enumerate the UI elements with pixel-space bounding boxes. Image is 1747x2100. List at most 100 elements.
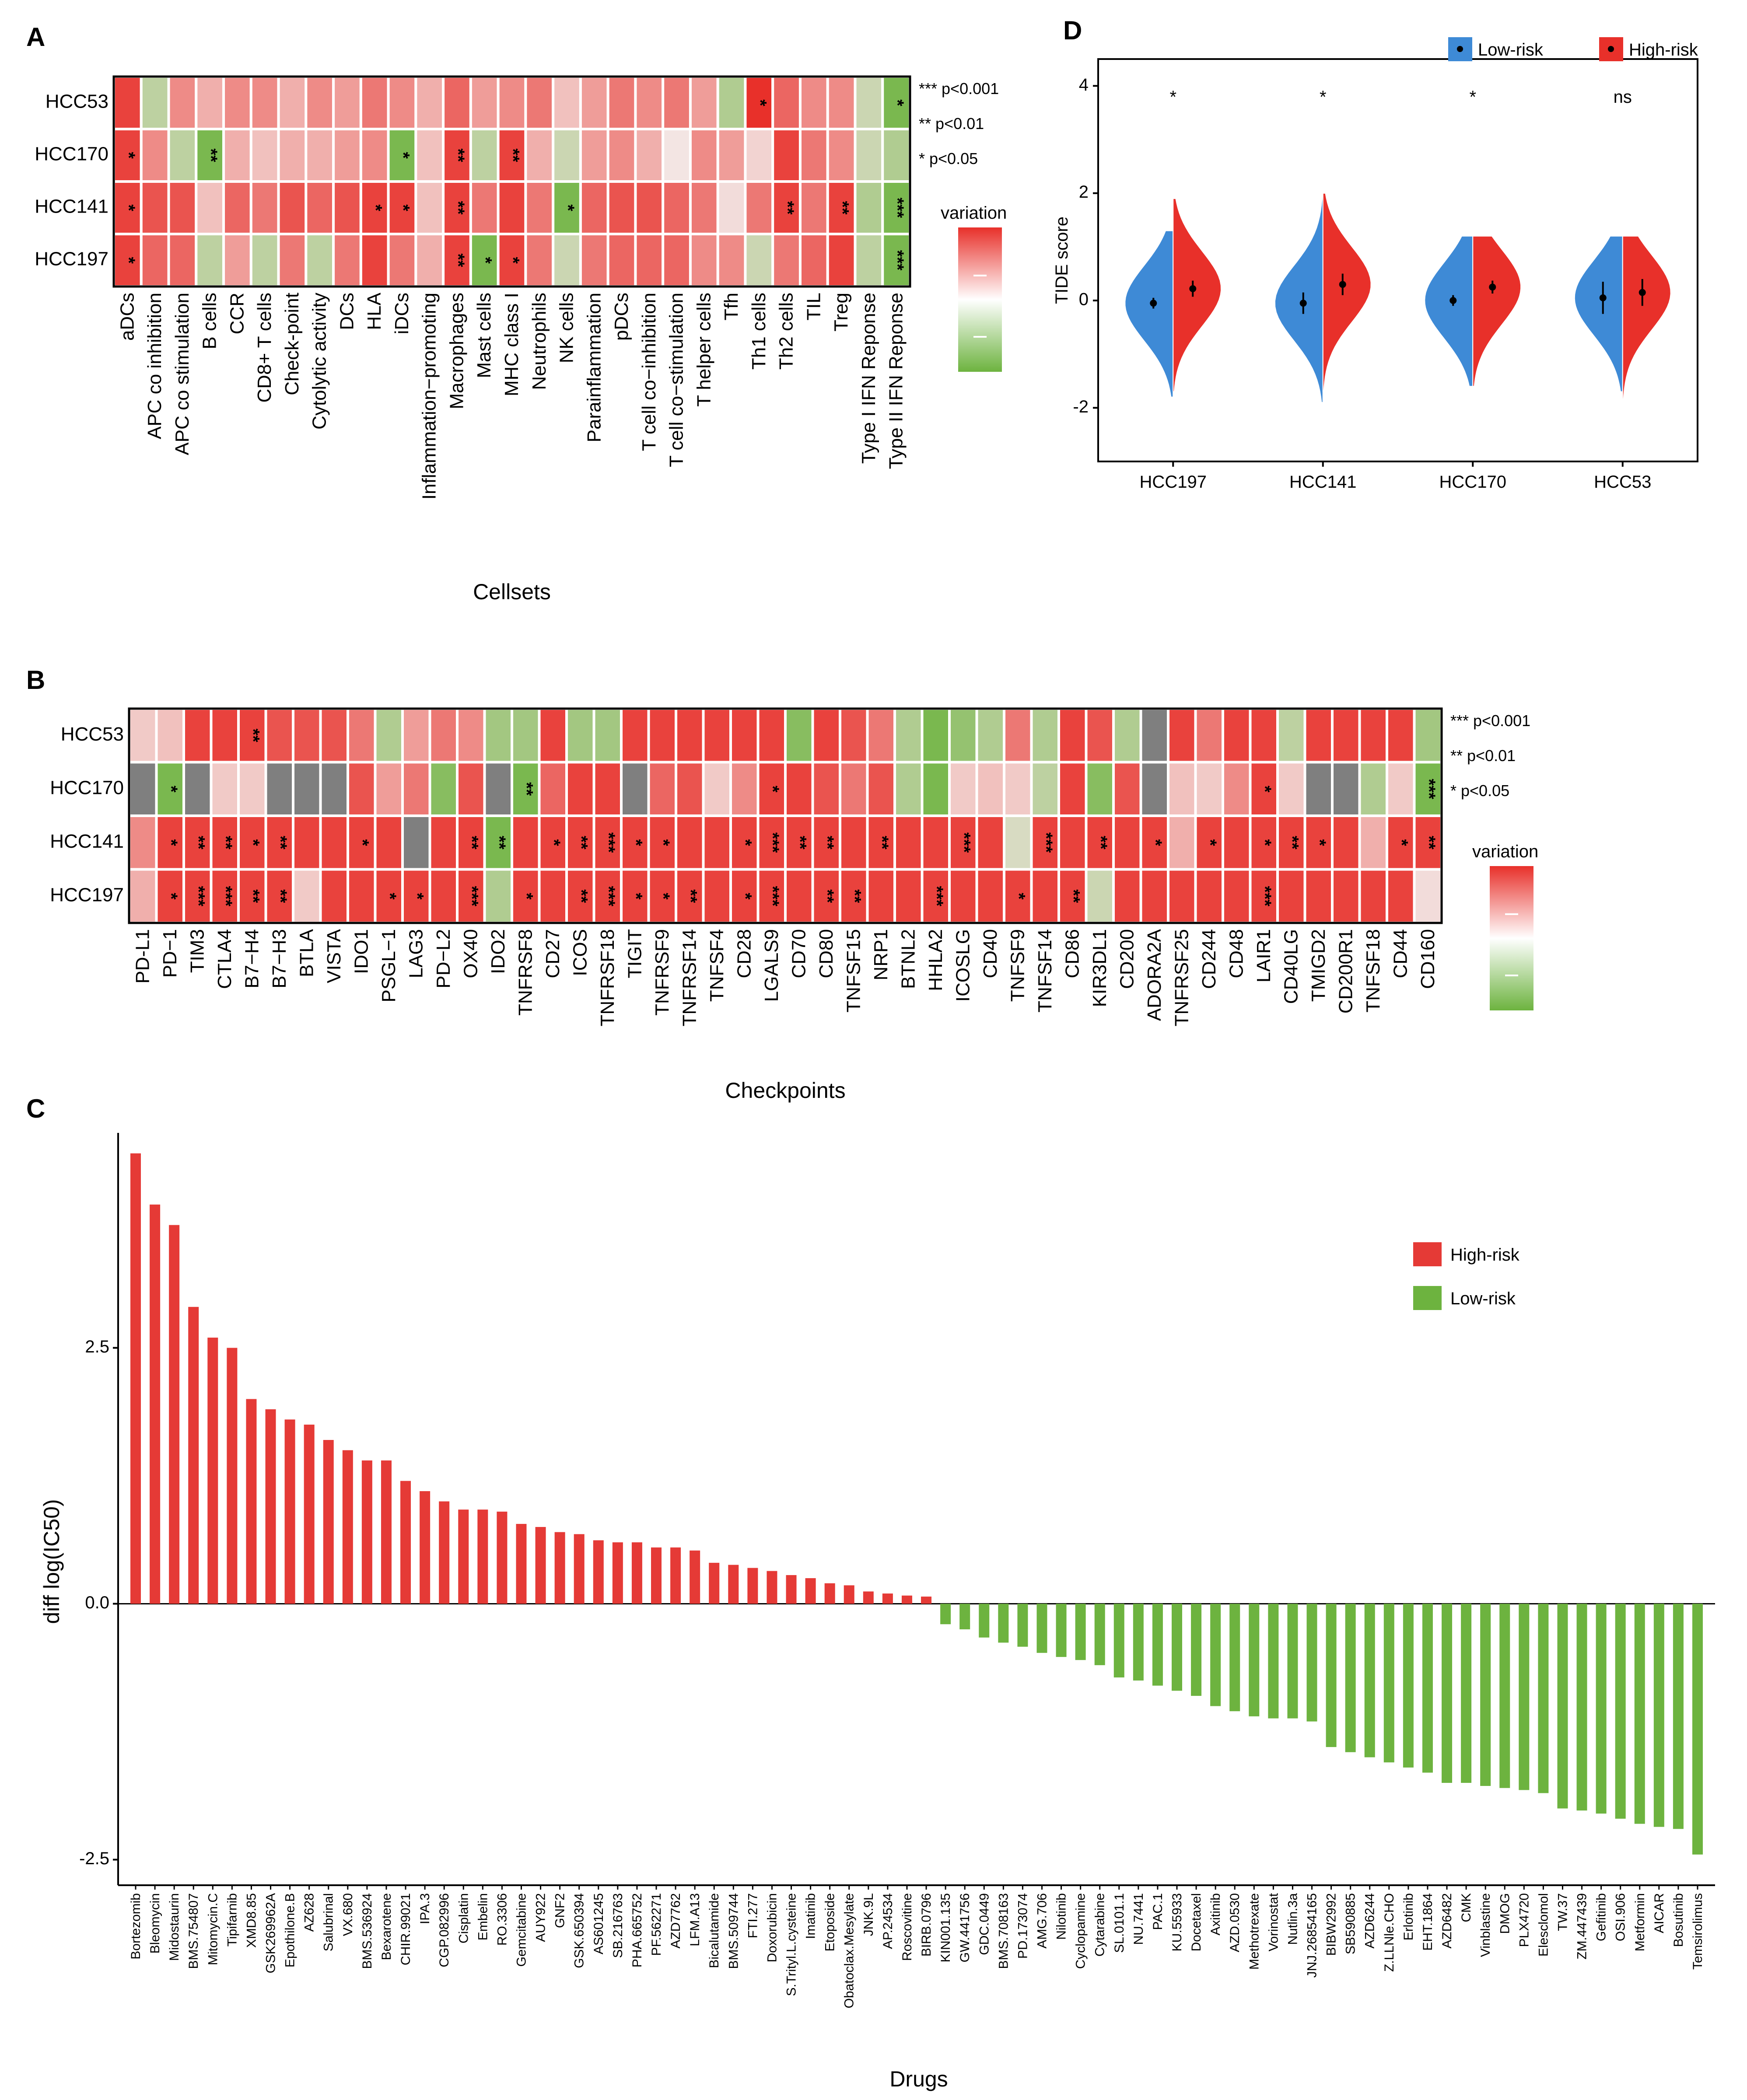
- significance-mark: ***: [763, 832, 782, 853]
- column-label: HLA: [364, 292, 385, 330]
- heatmap-cell: [222, 75, 252, 130]
- heatmap-cell: [332, 75, 362, 130]
- drug-bar: [361, 1460, 372, 1604]
- drug-bar: [651, 1547, 662, 1604]
- drug-label: XMD8.85: [244, 1893, 259, 1948]
- panel-letter-d: D: [1063, 16, 1082, 45]
- column-label: CD28: [733, 929, 755, 978]
- heatmap-cell: [756, 868, 787, 924]
- heatmap-cell: [305, 128, 335, 183]
- heatmap-cell: [1222, 868, 1252, 924]
- heatmap-cell: [347, 707, 377, 764]
- significance-mark: *: [736, 893, 755, 900]
- violin-half: [1274, 176, 1323, 403]
- drug-bar: [227, 1348, 238, 1604]
- significance-mark: **: [448, 253, 468, 267]
- heatmap-cell: [1303, 761, 1334, 817]
- column-label: Macrophages: [446, 293, 467, 409]
- drug-label: AUY922: [534, 1893, 548, 1942]
- heatmap-border: [112, 75, 911, 288]
- heatmap-cell: [729, 868, 760, 924]
- drug-label: BMS.708163: [996, 1893, 1011, 1969]
- drug-bar: [612, 1542, 623, 1604]
- column-label: TNFRSF9: [651, 929, 673, 1016]
- column-label: pDCs: [611, 293, 632, 341]
- heatmap-cell: [264, 868, 294, 924]
- heatmap-cell: [401, 707, 431, 764]
- x-tick-label: HCC197: [1140, 472, 1207, 492]
- heatmap-cell: [784, 707, 814, 764]
- drug-bar: [1017, 1604, 1028, 1647]
- heatmap-cell: [662, 75, 692, 130]
- significance-mark: *: [353, 839, 372, 846]
- drug-label: Methotrexate: [1247, 1893, 1261, 1970]
- heatmap-cell: [689, 128, 719, 183]
- drug-bar: [670, 1547, 681, 1604]
- drug-label: Obatoclax.Mesylate: [842, 1893, 857, 2008]
- drug-bar: [1461, 1604, 1472, 1783]
- column-label: CD80: [816, 929, 837, 978]
- heatmap-cell: [702, 761, 732, 817]
- drug-label: GSK269962A: [264, 1893, 278, 1973]
- significance-mark: *: [654, 893, 673, 900]
- drug-bar: [304, 1424, 315, 1604]
- drug-bar: [728, 1565, 739, 1604]
- significance-mark: **: [201, 148, 221, 162]
- heatmap-cell: [948, 761, 978, 817]
- drug-bar: [767, 1571, 777, 1604]
- heatmap-cell: [374, 814, 404, 871]
- heatmap-cell: [1167, 707, 1197, 764]
- significance-label: *: [1320, 87, 1327, 107]
- heatmap-cell: [1303, 707, 1334, 764]
- drug-label: Nilotinib: [1054, 1893, 1069, 1940]
- y-tick-label: 2.5: [85, 1337, 109, 1356]
- drug-label: AMG.706: [1035, 1893, 1049, 1949]
- legend-dot: [1608, 46, 1614, 52]
- significance-key: *** p<0.001: [919, 80, 999, 98]
- heatmap-cell: [881, 128, 911, 183]
- column-label: PD−1: [159, 929, 181, 978]
- heatmap-cell: [579, 128, 609, 183]
- column-label: CD8+ T cells: [254, 293, 275, 402]
- column-label: Mast cells: [473, 293, 495, 378]
- heatmap-cell: [128, 707, 158, 764]
- heatmap-cell: [634, 75, 665, 130]
- heatmap-cell: [647, 868, 677, 924]
- column-label: ICOSLG: [952, 929, 973, 1002]
- significance-mark: ***: [189, 886, 208, 906]
- drug-bar: [1229, 1604, 1240, 1712]
- heatmap-cell: [524, 128, 555, 183]
- heatmap-cell: [826, 233, 857, 288]
- drug-bar: [1634, 1604, 1645, 1824]
- heatmap-cell: [1057, 868, 1088, 924]
- heatmap-cell: [538, 868, 568, 924]
- column-label: BTLA: [296, 929, 317, 977]
- heatmap-cell: [332, 233, 362, 288]
- drug-label: EHT.1864: [1421, 1893, 1435, 1951]
- drug-bar: [150, 1204, 161, 1604]
- drug-label: Midostaurin: [167, 1893, 182, 1961]
- violin-half: [1322, 192, 1372, 392]
- drug-bar: [1133, 1604, 1144, 1681]
- significance-mark: *: [1201, 839, 1220, 846]
- heatmap-cell: [716, 233, 747, 288]
- column-label: DCs: [336, 293, 357, 330]
- drug-bar: [516, 1523, 527, 1604]
- violin-half: [1472, 235, 1522, 387]
- drug-label: PLX4720: [1517, 1893, 1531, 1947]
- legend-dot: [1457, 46, 1463, 52]
- significance-label: ns: [1614, 87, 1632, 107]
- column-label: TNFRSF14: [679, 929, 700, 1026]
- heatmap-cell: [689, 75, 719, 130]
- significance-mark: ***: [462, 886, 482, 906]
- heatmap-cell: [483, 761, 513, 817]
- drug-bar: [690, 1550, 700, 1604]
- drug-bar: [1442, 1604, 1453, 1783]
- heatmap-cell: [975, 761, 1005, 817]
- heatmap-cell: [249, 75, 280, 130]
- column-label: CTLA4: [214, 929, 235, 989]
- heatmap-cell: [469, 180, 500, 235]
- drug-bar: [1403, 1604, 1414, 1768]
- column-label: Cytolytic activity: [309, 293, 330, 430]
- heatmap-cell: [222, 128, 252, 183]
